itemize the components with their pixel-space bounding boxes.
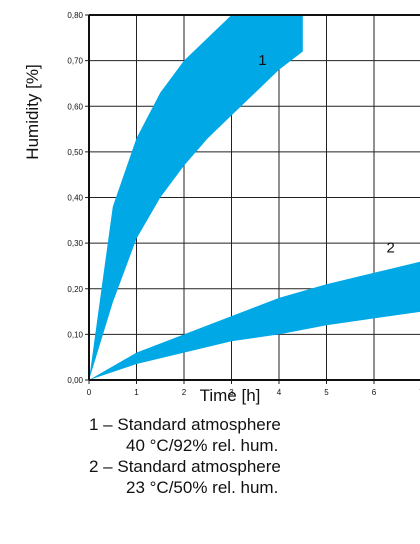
legend-entry-2-conditions: 23 °C/50% rel. hum. [126,478,279,497]
legend-entry-1-title: 1 – Standard atmosphere [89,415,281,434]
y-tick-label-2: 0,20 [67,285,83,294]
curve-label-2: 2 [386,239,394,256]
x-tick-label-3: 3 [229,388,234,397]
band-series-2 [89,261,420,380]
legend-entry-2: 2 – Standard atmosphere 23 °C/50% rel. h… [0,456,420,498]
y-tick-label-5: 0,50 [67,148,83,157]
y-axis-title: Humidity [%] [23,64,42,159]
x-tick-label-0: 0 [87,388,92,397]
y-tick-label-7: 0,70 [67,57,83,66]
plot-frame [88,14,420,381]
y-tick-label-3: 0,30 [67,239,83,248]
legend: 1 – Standard atmosphere 40 °C/92% rel. h… [0,414,420,498]
y-tick-label-6: 0,60 [67,102,83,111]
y-tick-label-0: 0,00 [67,376,83,385]
legend-entry-1: 1 – Standard atmosphere 40 °C/92% rel. h… [0,414,420,456]
x-tick-label-6: 6 [372,388,377,397]
y-tick-label-4: 0,40 [67,194,83,203]
x-tick-label-1: 1 [134,388,139,397]
y-tick-label-1: 0,10 [67,330,83,339]
legend-entry-2-title: 2 – Standard atmosphere [89,457,281,476]
data-bands [89,15,420,380]
y-tick-label-8: 0,80 [67,11,83,20]
band-series-1 [89,15,303,380]
curve-labels: 12 [258,52,395,256]
x-tick-label-5: 5 [324,388,329,397]
x-axis-title: Time [h] [200,386,261,405]
x-tick-label-2: 2 [182,388,187,397]
x-tick-label-4: 4 [277,388,282,397]
legend-entry-1-conditions: 40 °C/92% rel. hum. [126,436,279,455]
y-tick-labels: 0,00 0,10 0,20 0,30 0,40 0,50 0,60 0,70 0,80 [67,11,83,385]
curve-label-1: 1 [258,52,266,69]
